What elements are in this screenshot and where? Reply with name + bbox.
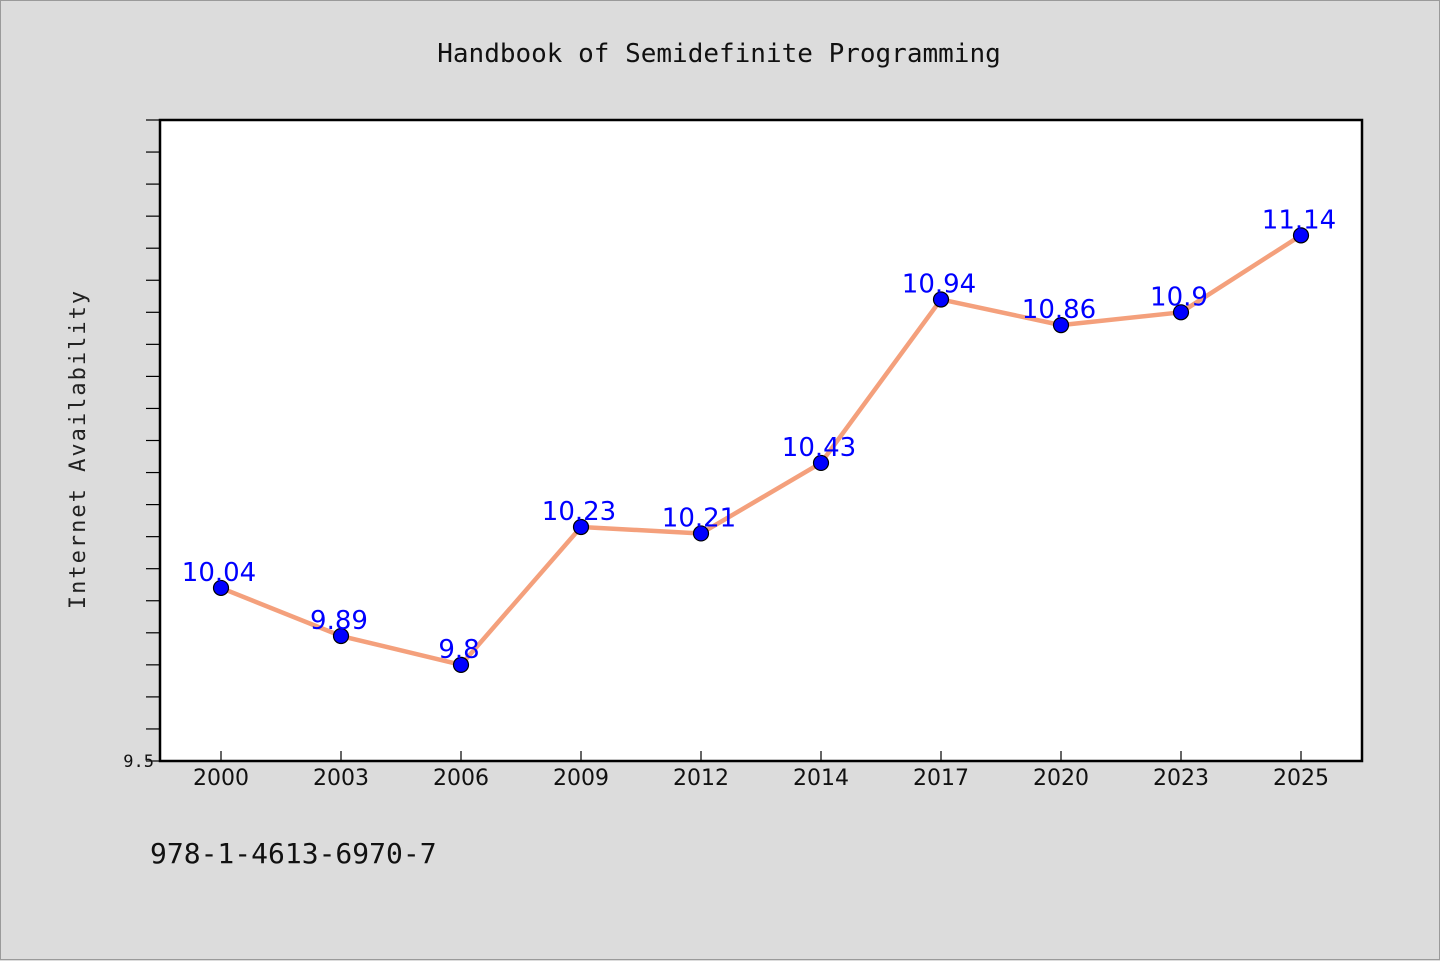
- y-tick-label: 9.5: [123, 752, 154, 772]
- series-line: [218, 233, 1304, 668]
- data-label: 10.43: [782, 433, 856, 463]
- data-point: [332, 627, 350, 645]
- x-tick-label: 2006: [433, 766, 489, 791]
- data-point: [212, 579, 230, 597]
- data-label: 10.94: [902, 269, 976, 299]
- x-axis-ticks: 2000 2003 2006 2009 2012 2014 2017 2020 2023 2025: [193, 751, 1329, 791]
- data-point: [1052, 317, 1070, 334]
- x-tick-label: 2023: [1153, 766, 1209, 791]
- data-label-layer: 10.04 9.89 9.8 10.23 10.21 10.43 10.94 10.86 10.…: [182, 205, 1336, 664]
- x-tick-label: 2009: [553, 766, 609, 791]
- isbn-footer: 978-1-4613-6970-7: [150, 837, 437, 870]
- data-point: [692, 525, 710, 542]
- data-label: 11.14: [1262, 205, 1336, 235]
- y-axis-ticks: 9.5: [123, 119, 160, 772]
- x-tick-label: 2003: [313, 766, 369, 791]
- x-tick-label: 2014: [793, 766, 849, 791]
- data-point: [1172, 304, 1190, 321]
- plot-area: [158, 118, 1364, 763]
- data-label: 9.89: [310, 606, 368, 636]
- y-axis-label: Internet Availability: [66, 289, 91, 609]
- data-label: 10.23: [542, 497, 616, 527]
- data-point: [572, 518, 590, 536]
- x-tick-label: 2020: [1033, 766, 1089, 791]
- data-label: 9.8: [438, 635, 479, 665]
- data-point: [932, 291, 950, 308]
- x-tick-label: 2012: [673, 766, 729, 791]
- data-label: 10.04: [182, 558, 256, 588]
- x-tick-label: 2000: [193, 766, 249, 791]
- point-layer: [212, 227, 1310, 673]
- data-point: [452, 656, 470, 673]
- x-tick-label: 2017: [913, 766, 969, 791]
- chart-title: Handbook of Semidefinite Programming: [437, 39, 1001, 69]
- data-point: [812, 454, 830, 472]
- data-label: 10.9: [1150, 282, 1208, 312]
- data-point: [1292, 227, 1310, 244]
- data-label: 10.21: [662, 503, 736, 533]
- x-tick-label: 2025: [1273, 766, 1329, 791]
- data-label: 10.86: [1022, 295, 1096, 325]
- series-layer: [218, 233, 1304, 668]
